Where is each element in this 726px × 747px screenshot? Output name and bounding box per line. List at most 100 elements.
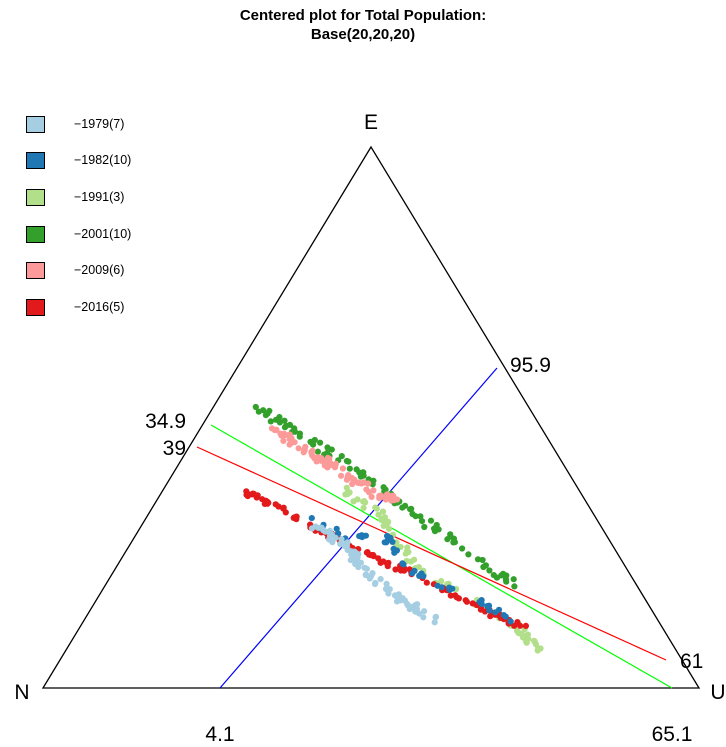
bottom-edge-label-1: 4.1 [205,723,234,746]
data-point [328,531,335,538]
data-point [502,576,509,583]
data-point [360,469,367,476]
data-point [485,602,493,609]
data-point [295,445,302,452]
data-point [312,523,319,530]
data-point [343,484,350,491]
data-point [324,449,331,457]
data-point [451,539,458,546]
data-point [393,547,400,554]
data-point [333,525,340,532]
data-point [362,571,369,579]
right-edge-label-2: 61 [680,650,703,673]
data-point [420,614,427,621]
data-point [385,518,392,525]
data-point [432,613,440,621]
legend-label: −1991(3) [74,190,125,204]
data-point [463,598,470,605]
data-point [357,559,364,566]
data-point [404,544,411,551]
data-point [314,448,321,455]
data-point [288,439,295,446]
data-point [326,459,334,466]
left-edge-label-2: 39 [163,437,186,460]
data-point [308,515,315,522]
data-point [417,513,424,520]
data-point [385,525,393,532]
data-point [326,536,333,543]
data-point [310,441,317,448]
data-point [378,516,385,523]
data-point [486,607,493,614]
data-point [409,510,416,518]
data-point [387,495,394,502]
data-point [514,627,521,635]
data-point [380,484,387,491]
legend-swatch [26,116,45,133]
data-point [373,505,380,512]
data-point [361,498,368,505]
legend-label: −2001(10) [74,227,132,241]
chart-title-line-2: Base(20,20,20) [310,26,416,43]
data-point [401,567,408,574]
data-point [438,584,445,591]
data-point [370,477,377,484]
data-point [498,572,505,579]
data-point [511,583,518,590]
data-point [433,521,440,529]
right-edge-label-1: 95.9 [510,354,551,377]
data-point [338,453,345,460]
legend-label: −2016(5) [74,300,125,314]
data-point [474,556,482,563]
data-point [486,567,493,574]
data-point [518,630,526,638]
data-point [377,492,384,499]
data-point [308,449,315,456]
data-point [418,570,425,577]
data-point [517,622,524,629]
data-point [495,606,503,613]
data-point [360,479,367,486]
data-point [296,433,303,440]
data-point [282,509,289,516]
data-point [346,489,353,496]
legend-swatch [26,189,45,206]
data-point [479,556,486,564]
data-point [340,541,347,548]
chart-title-line-1: Centered plot for Total Population: [239,7,487,24]
data-point [400,561,407,568]
data-point [446,586,453,593]
bottom-edge-label-2: 65.1 [652,723,693,746]
data-point [510,576,517,583]
data-point [291,428,299,435]
data-point [355,479,362,486]
data-point [478,597,485,604]
data-point [281,430,288,437]
data-point [447,531,454,538]
vertex-label-right: U [710,681,725,704]
data-point [384,491,391,498]
data-point [318,457,325,464]
legend-swatch [26,152,45,169]
data-point [346,465,353,472]
data-point [453,594,460,601]
data-point [372,579,379,587]
data-point [370,553,377,560]
data-point [412,608,419,615]
data-point [482,562,489,569]
data-point [253,494,260,501]
data-point [507,618,514,625]
data-point [356,533,363,540]
data-point [385,559,392,566]
data-point [459,545,466,552]
legend-label: −1979(7) [74,117,125,131]
data-point [322,528,329,535]
data-point [511,622,518,629]
data-point [423,579,430,586]
data-point [324,464,331,471]
data-point [363,549,370,556]
reference-line-blue [219,367,498,689]
data-point [280,504,287,511]
data-point [255,408,262,415]
